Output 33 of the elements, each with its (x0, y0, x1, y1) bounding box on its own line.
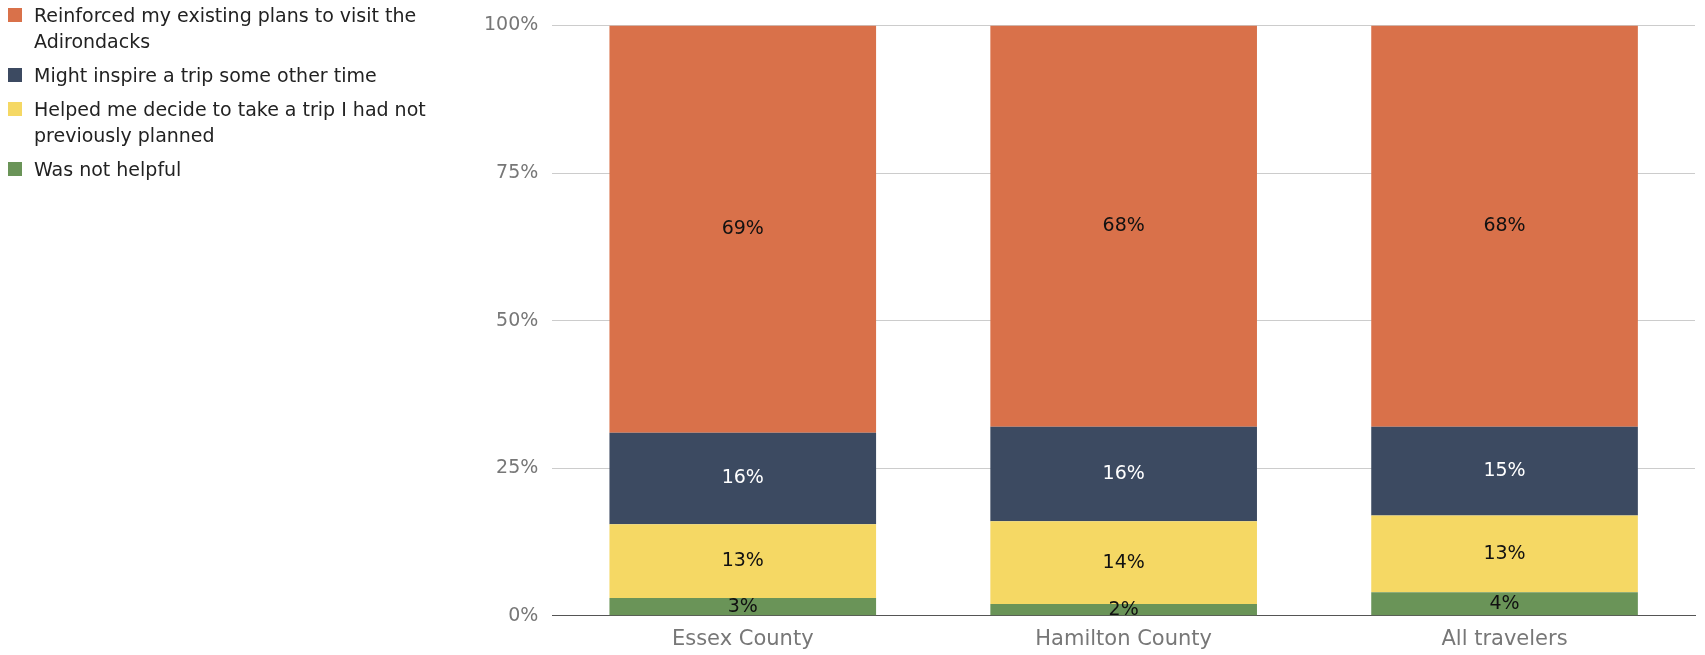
legend-label: Might inspire a trip some other time (34, 63, 377, 88)
bar (1371, 426, 1638, 516)
x-tick-label: All travelers (1441, 625, 1568, 650)
y-tick-label: 25% (496, 455, 539, 478)
bar (1371, 592, 1638, 616)
bar (1371, 515, 1638, 593)
data-label: 14% (1102, 549, 1145, 572)
y-tick-label: 0% (508, 602, 539, 625)
data-label: 16% (721, 465, 764, 488)
x-tick-label: Hamilton County (1035, 625, 1212, 650)
data-label: 4% (1489, 590, 1520, 613)
legend-label: Reinforced my existing plans to visit the Adirondacks (34, 3, 418, 54)
bar (609, 598, 877, 616)
bar (990, 25, 1257, 427)
bar (609, 524, 877, 599)
bar (609, 25, 877, 433)
bar (1371, 25, 1638, 427)
y-tick-label: 50% (496, 307, 539, 330)
y-tick-label: 75% (496, 159, 539, 182)
x-tick-label: Essex County (671, 625, 814, 650)
legend-label: Was not helpful (34, 157, 182, 182)
data-label: 13% (1483, 540, 1526, 563)
data-label: 69% (721, 216, 764, 239)
data-label: 13% (721, 548, 764, 571)
data-label: 68% (1483, 213, 1526, 236)
data-label: 15% (1483, 458, 1526, 481)
data-label: 68% (1102, 213, 1145, 236)
data-label: 3% (727, 593, 758, 616)
bar (990, 426, 1257, 522)
legend-label: Helped me decide to take a trip I had not previously planned (34, 97, 427, 148)
data-label: 16% (1102, 461, 1145, 484)
bar (609, 432, 877, 525)
y-tick-label: 100% (483, 12, 539, 35)
